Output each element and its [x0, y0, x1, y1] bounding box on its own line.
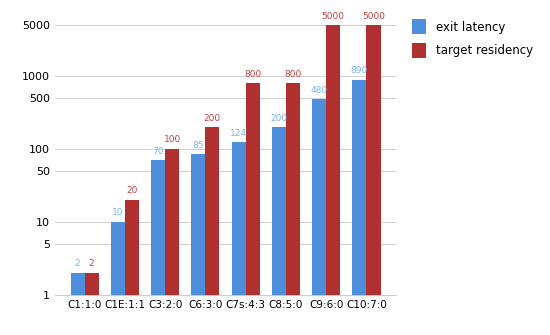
- Text: 100: 100: [163, 135, 181, 144]
- Bar: [326, 25, 340, 335]
- Text: 2: 2: [89, 259, 95, 268]
- Bar: [125, 200, 139, 335]
- Bar: [353, 80, 366, 335]
- Text: 200: 200: [270, 114, 288, 123]
- Bar: [165, 149, 179, 335]
- Text: 800: 800: [284, 70, 301, 79]
- Text: 10: 10: [112, 208, 124, 217]
- Text: 70: 70: [152, 147, 164, 156]
- Bar: [272, 127, 286, 335]
- Bar: [366, 25, 381, 335]
- Text: 200: 200: [204, 114, 221, 123]
- Bar: [111, 222, 125, 335]
- Bar: [232, 142, 246, 335]
- Bar: [205, 127, 219, 335]
- Bar: [151, 160, 165, 335]
- Text: 480: 480: [311, 86, 328, 95]
- Bar: [191, 154, 205, 335]
- Bar: [286, 83, 300, 335]
- Text: 85: 85: [192, 141, 204, 150]
- Text: 5000: 5000: [362, 11, 385, 20]
- Text: 2: 2: [75, 259, 80, 268]
- Bar: [70, 273, 85, 335]
- Text: 5000: 5000: [322, 11, 345, 20]
- Bar: [246, 83, 260, 335]
- Bar: [312, 99, 326, 335]
- Text: 890: 890: [351, 66, 368, 75]
- Text: 20: 20: [126, 187, 138, 195]
- Bar: [85, 273, 98, 335]
- Text: 800: 800: [244, 70, 261, 79]
- Legend: exit latency, target residency: exit latency, target residency: [409, 16, 537, 61]
- Text: 124: 124: [230, 129, 247, 138]
